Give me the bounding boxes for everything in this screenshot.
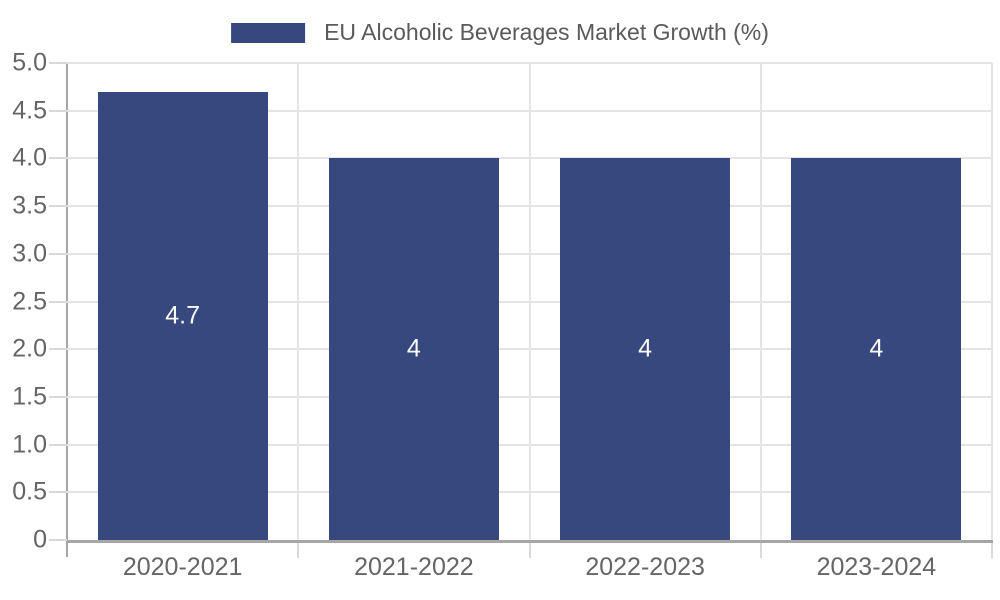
y-tick-mark [49, 443, 67, 446]
bar [560, 158, 731, 540]
y-tick-label: 1.0 [12, 430, 47, 459]
y-axis-line [66, 63, 68, 557]
legend: EU Alcoholic Beverages Market Growth (%) [231, 19, 769, 46]
y-tick-mark [49, 157, 67, 160]
bar-value-label: 4 [406, 334, 421, 363]
bar-value-label: 4 [638, 334, 653, 363]
x-tick-mark [991, 543, 993, 558]
y-tick-label: 0.5 [12, 477, 47, 506]
gridline-vertical [297, 63, 300, 540]
y-tick-mark [49, 395, 67, 398]
y-tick-label: 4.0 [12, 143, 47, 172]
gridline-vertical [759, 63, 762, 540]
y-tick-mark [49, 539, 67, 541]
x-tick-mark [759, 543, 762, 558]
y-tick-mark [49, 62, 67, 64]
x-tick-label: 2020-2021 [122, 553, 243, 581]
gridline-vertical [991, 63, 993, 540]
x-axis-line [67, 540, 993, 543]
x-tick-label: 2022-2023 [585, 553, 705, 581]
bar-value-label: 4.7 [165, 301, 201, 330]
gridline-vertical [528, 63, 531, 540]
plot-area: 4.7 4 4 4 [67, 62, 993, 540]
y-tick-mark [49, 300, 67, 303]
x-tick-mark [528, 543, 531, 558]
y-tick-label: 4.5 [12, 96, 47, 125]
y-tick-label: 3.0 [12, 239, 47, 268]
y-tick-label: 3.5 [12, 191, 47, 220]
legend-swatch [231, 22, 306, 43]
bar-value-label: 4 [869, 334, 884, 363]
bar [328, 158, 499, 540]
y-tick-mark [49, 491, 67, 494]
y-tick-label: 2.5 [12, 287, 47, 315]
bar [791, 158, 962, 540]
y-tick-mark [49, 205, 67, 208]
x-tick-label: 2021-2022 [354, 553, 474, 581]
x-tick-mark [297, 543, 300, 558]
y-tick-mark [49, 348, 67, 351]
y-tick-label: 1.5 [12, 382, 47, 411]
bar [97, 91, 268, 540]
legend-label: EU Alcoholic Beverages Market Growth (%) [324, 19, 769, 45]
x-tick-label: 2023-2024 [816, 553, 937, 581]
y-tick-label: 5.0 [12, 48, 47, 77]
y-tick-mark [49, 252, 67, 255]
y-tick-label: 2.0 [12, 334, 47, 363]
y-tick-label: 0 [33, 525, 47, 554]
y-tick-mark [49, 109, 67, 112]
